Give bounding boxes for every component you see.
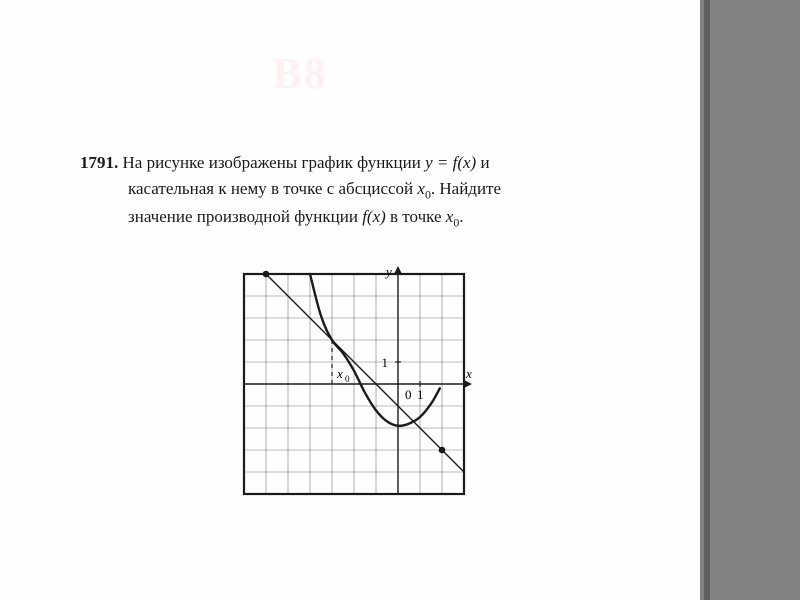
eq1: y = f(x) bbox=[425, 153, 476, 172]
svg-text:x: x bbox=[465, 366, 472, 381]
t3m: в точке bbox=[386, 207, 446, 226]
t1b: и bbox=[476, 153, 489, 172]
svg-text:0: 0 bbox=[345, 374, 350, 384]
t3: значение производной функции bbox=[128, 207, 362, 226]
svg-text:1: 1 bbox=[417, 387, 424, 402]
chart: 101xyx0 bbox=[230, 260, 478, 508]
t1: На рисунке изображены график функции bbox=[123, 153, 426, 172]
slide-page: В8 1791. На рисунке изображены график фу… bbox=[0, 0, 700, 600]
svg-text:1: 1 bbox=[382, 355, 389, 370]
chart-svg: 101xyx0 bbox=[230, 260, 478, 508]
x0a: x bbox=[417, 179, 425, 198]
right-gutter bbox=[700, 0, 800, 600]
fx2: f(x) bbox=[362, 207, 386, 226]
watermark-title: В8 bbox=[0, 48, 600, 99]
t2: касательная к нему в точке с абсциссой bbox=[128, 179, 417, 198]
svg-text:0: 0 bbox=[405, 387, 412, 402]
t2b: . Найдите bbox=[431, 179, 501, 198]
problem-text: 1791. На рисунке изображены график функц… bbox=[80, 150, 640, 232]
t3e: . bbox=[459, 207, 463, 226]
svg-text:y: y bbox=[384, 264, 392, 279]
svg-text:x: x bbox=[336, 366, 343, 381]
problem-number: 1791. bbox=[80, 153, 118, 172]
